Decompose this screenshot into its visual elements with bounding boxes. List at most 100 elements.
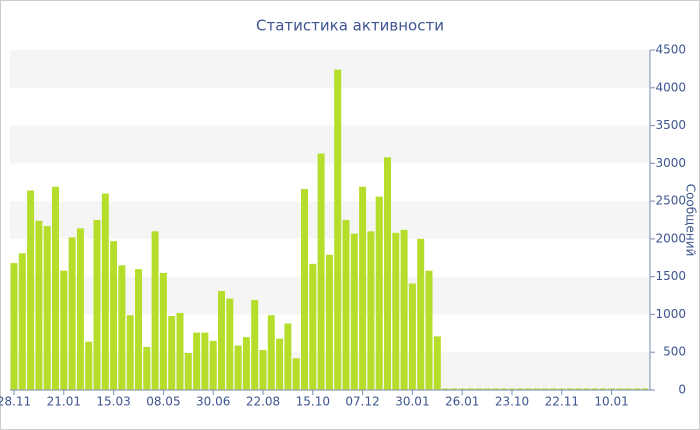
bar xyxy=(633,388,640,390)
y-tick-label: 4500 xyxy=(655,43,686,57)
bar xyxy=(151,231,159,390)
bar xyxy=(101,193,109,390)
bar xyxy=(359,186,367,390)
bar xyxy=(52,186,59,390)
bar xyxy=(68,237,76,390)
bar xyxy=(591,388,599,390)
bar xyxy=(641,388,649,390)
bar xyxy=(27,190,35,390)
bar xyxy=(450,388,458,390)
bar xyxy=(566,388,574,390)
bar xyxy=(458,388,466,390)
bar xyxy=(259,349,267,390)
chart-title: Статистика активности xyxy=(256,17,444,35)
bar xyxy=(384,157,391,390)
y-tick-label: 500 xyxy=(663,345,686,359)
bar xyxy=(168,315,176,390)
grid-band xyxy=(10,50,650,88)
bar xyxy=(76,228,84,390)
bar xyxy=(43,226,51,390)
bar xyxy=(118,265,126,390)
x-tick-label: 30.06 xyxy=(196,395,230,409)
bar xyxy=(500,388,508,390)
bar xyxy=(467,388,474,390)
bar xyxy=(267,315,275,390)
bar xyxy=(367,231,375,390)
bar xyxy=(508,388,516,390)
bar xyxy=(408,283,416,390)
x-tick-label: 26.01 xyxy=(445,395,479,409)
bar xyxy=(616,388,624,390)
bar xyxy=(483,388,491,390)
bar xyxy=(317,153,325,390)
bar xyxy=(201,332,209,390)
bar xyxy=(110,241,118,390)
bar xyxy=(309,263,317,390)
x-tick-label: 23.10 xyxy=(495,395,529,409)
x-tick-label: 28.11 xyxy=(0,395,31,409)
y-tick-label: 2500 xyxy=(655,194,686,208)
bar xyxy=(533,388,541,390)
x-tick-label: 22.11 xyxy=(545,395,579,409)
bar xyxy=(608,388,616,390)
bar xyxy=(184,352,192,390)
x-tick-label: 07.12 xyxy=(345,395,379,409)
bar xyxy=(226,298,234,390)
bar xyxy=(301,189,308,390)
y-tick-label: 3500 xyxy=(655,118,686,132)
y-tick-label: 2000 xyxy=(655,231,686,245)
bar xyxy=(126,315,134,390)
y-tick-label: 4000 xyxy=(655,80,686,94)
bar xyxy=(35,220,43,390)
bar xyxy=(10,263,18,390)
x-tick-label: 15.10 xyxy=(296,395,330,409)
bar xyxy=(525,388,533,390)
grid-band xyxy=(10,125,650,164)
bar xyxy=(342,220,350,390)
bar xyxy=(242,337,250,390)
bar xyxy=(284,323,292,390)
bar xyxy=(193,332,201,390)
bar xyxy=(475,388,483,390)
bar xyxy=(176,312,184,390)
bar xyxy=(135,269,142,390)
bar xyxy=(558,388,566,390)
bar xyxy=(516,388,524,390)
x-tick-label: 10.01 xyxy=(594,395,628,409)
bar xyxy=(18,253,26,390)
bar xyxy=(325,254,333,390)
bar xyxy=(550,388,557,390)
bar xyxy=(60,270,68,390)
y-tick-label: 3000 xyxy=(655,156,686,170)
bar xyxy=(375,196,383,390)
bar xyxy=(583,388,591,390)
x-tick-label: 15.03 xyxy=(96,395,130,409)
bar xyxy=(400,229,408,390)
bar xyxy=(442,388,450,390)
bar xyxy=(599,388,607,390)
bar xyxy=(433,336,441,390)
x-tick-label: 30.01 xyxy=(395,395,429,409)
bar xyxy=(491,388,499,390)
bar xyxy=(251,300,259,390)
y-axis-label: Сообщений xyxy=(684,184,698,257)
bar xyxy=(392,232,400,390)
bar xyxy=(574,388,582,390)
bar xyxy=(93,220,101,390)
y-tick-label: 1000 xyxy=(655,307,686,321)
bar xyxy=(350,233,358,390)
bar xyxy=(425,270,433,390)
x-tick-label: 22.08 xyxy=(246,395,280,409)
x-tick-label: 21.01 xyxy=(47,395,81,409)
bar xyxy=(292,358,300,390)
bar xyxy=(417,238,425,390)
y-tick-label: 1500 xyxy=(655,269,686,283)
bar xyxy=(541,388,549,390)
y-tick-label: 0 xyxy=(678,383,686,397)
bar xyxy=(624,388,632,390)
bar xyxy=(159,272,167,390)
bar xyxy=(143,346,151,390)
bar xyxy=(218,291,225,390)
bar xyxy=(209,340,217,390)
